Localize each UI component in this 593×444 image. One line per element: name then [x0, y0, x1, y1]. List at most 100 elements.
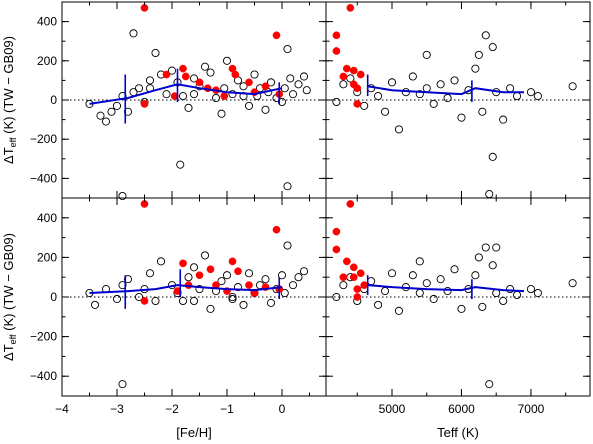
y-tick-label: 200 [37, 250, 57, 264]
data-point-open [499, 115, 508, 124]
data-point-open [457, 304, 466, 313]
data-point-open [96, 111, 105, 120]
data-point-open [228, 294, 237, 304]
x-axis-label: [Fe/H] [176, 425, 211, 440]
data-point-open [506, 285, 515, 294]
data-point-open [90, 300, 100, 309]
trend-line [89, 83, 283, 105]
data-point-open [134, 84, 144, 93]
data-point-open [457, 113, 466, 122]
data-point-open [294, 273, 303, 282]
data-point-filled [231, 70, 240, 79]
data-point-filled [332, 47, 341, 55]
y-tick-label: −400 [30, 369, 57, 383]
data-point-open [222, 271, 232, 280]
y-tick-label: −200 [30, 330, 57, 344]
data-point-open [415, 288, 424, 298]
data-point-open [288, 90, 298, 99]
data-point-open [471, 64, 480, 73]
data-point-filled [360, 281, 369, 289]
y-tick-label: −400 [30, 171, 57, 185]
y-axis-label-units: (K) (TW − GB09) [1, 233, 16, 334]
data-point-filled [356, 70, 365, 79]
data-point-open [184, 273, 193, 282]
data-point-open [302, 86, 311, 95]
data-point-open [129, 29, 138, 38]
data-point-filled [346, 200, 355, 208]
data-point-open [200, 62, 210, 71]
data-point-open [286, 74, 295, 83]
panel-top-left: −400 −200 0 200 400 [30, 1, 327, 201]
data-point-open [283, 44, 292, 54]
data-point-open [118, 191, 127, 201]
data-point-open [176, 160, 185, 169]
data-point-open [450, 76, 459, 85]
data-point-open [266, 78, 276, 87]
data-point-open [299, 72, 309, 81]
data-point-open [195, 285, 204, 294]
data-point-open [283, 182, 292, 191]
data-point-filled [206, 265, 215, 274]
data-point-open [151, 296, 160, 306]
data-point-filled [342, 257, 351, 266]
data-point-open [436, 80, 445, 89]
data-point-open [206, 68, 215, 77]
data-point-open [387, 78, 397, 87]
data-point-open [294, 80, 303, 89]
data-point-open [280, 288, 289, 298]
data-point-open [217, 109, 226, 118]
data-point-open [228, 292, 237, 302]
data-point-open [184, 103, 193, 112]
data-point-open [394, 125, 403, 134]
data-point-filled [179, 64, 187, 73]
data-point-filled [220, 92, 229, 100]
data-point-filled [245, 281, 253, 289]
data-point-open [478, 107, 487, 116]
trend-line [367, 284, 525, 293]
y-axis-label-main: ΔT [1, 147, 16, 164]
data-point-open [408, 271, 417, 280]
data-point-open [415, 257, 424, 266]
data-point-open [178, 92, 188, 101]
data-point-filled [332, 245, 341, 254]
data-point-open [151, 48, 160, 58]
data-point-open [261, 105, 270, 114]
data-point-filled [170, 92, 179, 100]
data-point-open [488, 43, 497, 52]
data-point-open [499, 296, 508, 306]
data-point-open [429, 294, 438, 304]
data-point-open [485, 190, 494, 199]
data-point-open [374, 92, 383, 101]
x-tick-label: 6000 [448, 402, 475, 416]
data-point-filled [353, 285, 362, 293]
x-tick-label: 0 [279, 402, 286, 416]
data-point-filled [179, 259, 187, 268]
data-point-open [283, 241, 292, 250]
data-point-filled [261, 82, 270, 91]
data-point-open [101, 117, 111, 126]
data-point-open [228, 90, 237, 99]
data-point-open [481, 31, 490, 40]
data-point-open [288, 281, 298, 290]
data-point-filled [173, 287, 182, 295]
data-point-open [145, 269, 155, 278]
data-point-open [189, 296, 199, 306]
y-tick-label: 400 [37, 15, 57, 29]
panel-bottom-right: 5000 6000 7000 Teff (K) [325, 197, 591, 440]
data-point-open [513, 92, 522, 101]
data-point-open [381, 107, 390, 116]
data-point-filled [195, 271, 204, 280]
data-point-open [244, 101, 254, 110]
y-axis-label-units: (K) (TW − GB09) [1, 36, 16, 137]
y-tick-label: 0 [50, 290, 57, 304]
data-point-filled [346, 4, 355, 12]
data-point-filled [349, 273, 358, 282]
data-point-open [526, 88, 535, 97]
data-point-filled [339, 72, 348, 81]
data-point-open [189, 263, 199, 272]
data-point-open [118, 281, 127, 290]
data-point-filled [272, 225, 281, 234]
panel-bottom-left: −400 −200 0 200 400 −4 −3 −2 −1 0 [Fe/H] [30, 197, 327, 440]
